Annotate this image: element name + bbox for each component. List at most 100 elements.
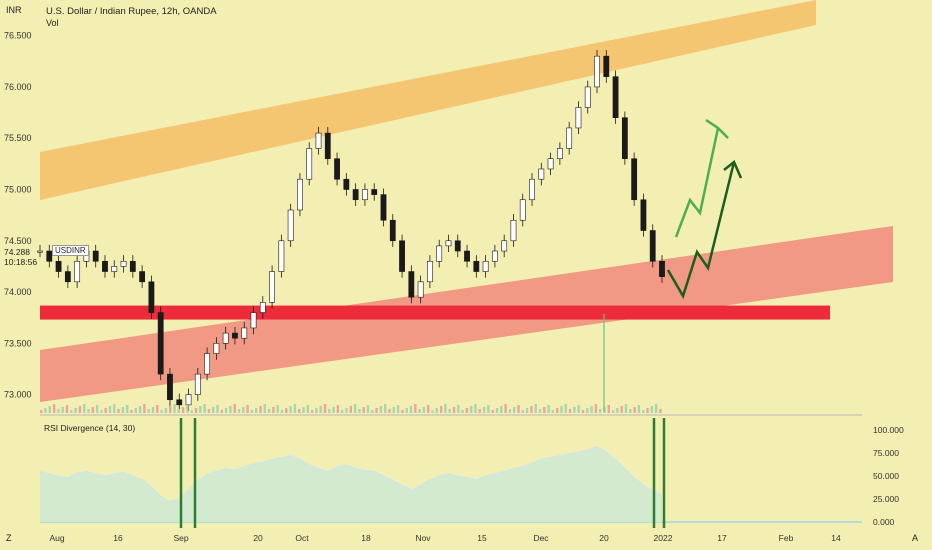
volume-bar: [633, 407, 636, 413]
candle-body: [621, 117, 628, 160]
volume-bar: [259, 406, 262, 413]
volume-bar: [156, 405, 159, 413]
volume-bar: [345, 408, 348, 413]
volume-bar: [650, 406, 653, 413]
volume-bar: [594, 404, 598, 413]
candle-body: [417, 281, 424, 298]
volume-bar: [65, 405, 69, 413]
volume-bar: [216, 405, 219, 413]
candle-body: [649, 230, 656, 262]
candle-body: [92, 250, 99, 262]
volume-bar: [319, 406, 322, 413]
volume-bar: [323, 404, 327, 413]
candle-body: [176, 399, 183, 406]
volume-bar: [186, 405, 189, 413]
candle-body: [334, 158, 340, 180]
volume-bar: [113, 404, 116, 413]
time-tick-label: 17: [717, 533, 727, 543]
candle-body: [575, 107, 582, 129]
candle-body: [399, 240, 405, 272]
volume-bar: [336, 405, 340, 413]
volume-bar: [452, 407, 456, 413]
candle-body: [269, 271, 275, 303]
projection-arrow-dark-head: [723, 160, 743, 179]
candle-body: [287, 209, 294, 242]
candle-body: [194, 373, 201, 395]
volume-bar: [104, 408, 107, 413]
volume-bar: [229, 406, 232, 413]
volume-bar: [298, 409, 301, 413]
volume-bar: [431, 410, 434, 413]
candle-body: [297, 178, 303, 211]
volume-bar: [439, 406, 443, 413]
volume-bar: [371, 410, 374, 413]
candle-body: [343, 178, 350, 190]
candle-body: [250, 312, 257, 329]
volume-bar: [448, 409, 451, 413]
zoom-corner-left[interactable]: Z: [6, 533, 12, 543]
volume-bar: [418, 409, 421, 413]
volume-bar: [556, 408, 559, 413]
price-tick-label: 76.500: [4, 31, 32, 41]
volume-bar: [194, 408, 198, 413]
volume-bar: [392, 407, 395, 413]
currency-label: INR: [6, 5, 22, 15]
volume-bar: [366, 405, 370, 413]
volume-bar: [87, 409, 90, 413]
rsi-line: [39, 446, 663, 503]
volume-bar: [310, 410, 314, 413]
volume-bar: [637, 405, 641, 413]
volume-bar: [388, 409, 391, 413]
candle-body: [102, 260, 108, 272]
candle-body: [389, 219, 396, 242]
volume-bar: [616, 408, 619, 413]
volume-bar: [306, 405, 309, 413]
volume-bar: [199, 406, 202, 413]
candle-body: [380, 194, 387, 221]
volume-bar: [474, 404, 477, 413]
volume-bar: [461, 410, 464, 413]
candle-body: [640, 199, 647, 231]
candle-body: [631, 158, 638, 201]
projection-arrow-light: [674, 127, 720, 238]
volume-bar: [517, 405, 520, 413]
volume-bar: [57, 409, 60, 413]
volume-bar: [143, 404, 146, 413]
auto-scale-corner[interactable]: A: [912, 533, 919, 543]
volume-bar: [659, 409, 662, 413]
candle-body: [491, 250, 498, 262]
volume-bar: [534, 404, 537, 413]
volume-bar: [375, 408, 378, 413]
volume-label: Vol: [46, 18, 59, 28]
candle-body: [278, 240, 285, 272]
candle-body: [408, 271, 415, 298]
candle-body: [204, 353, 211, 375]
time-tick-label: 14: [831, 533, 841, 543]
candle-body: [547, 158, 554, 170]
volume-bar: [263, 404, 266, 413]
volume-bar: [590, 406, 593, 413]
volume-bar: [586, 408, 589, 413]
price-tick-label: 74.500: [4, 236, 32, 246]
volume-bar: [581, 410, 585, 413]
candle-body: [427, 260, 433, 283]
volume-bar: [379, 406, 383, 413]
candle-body: [120, 260, 127, 267]
volume-bar: [646, 408, 649, 413]
volume-bar: [315, 408, 318, 413]
volume-bar: [130, 410, 133, 413]
candle-body: [37, 250, 43, 253]
candle-body: [538, 168, 545, 180]
candle-body: [111, 266, 118, 272]
rsi-tick-label: 50.000: [873, 471, 899, 481]
volume-bar: [212, 407, 215, 413]
volume-bar: [285, 408, 288, 413]
rsi-indicator-label: RSI Divergence (14, 30): [44, 423, 136, 433]
volume-bar: [164, 408, 168, 413]
volume-bar: [654, 404, 658, 413]
candle-body: [74, 260, 81, 283]
volume-bar: [147, 409, 150, 413]
last-price-label: 74.288: [4, 247, 30, 257]
